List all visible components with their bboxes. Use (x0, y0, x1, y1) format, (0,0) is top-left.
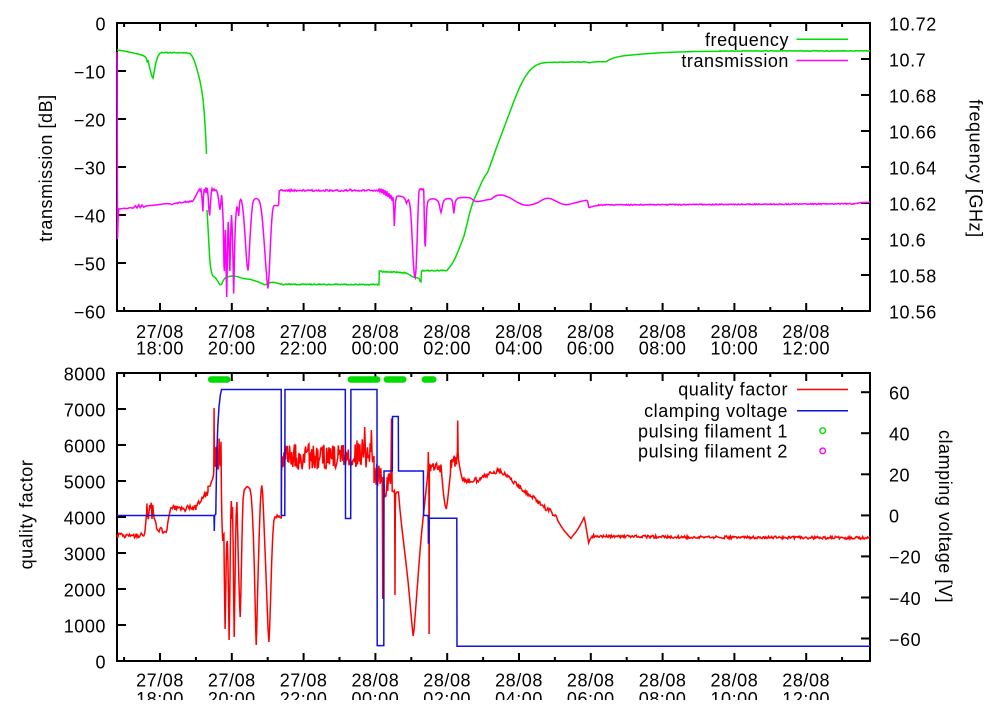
svg-text:0: 0 (95, 14, 106, 34)
svg-text:22:00: 22:00 (280, 689, 328, 700)
svg-text:28/08: 28/08 (495, 322, 543, 342)
svg-text:clamping voltage [V]: clamping voltage [V] (935, 430, 955, 603)
svg-text:0: 0 (95, 652, 106, 672)
svg-text:27/08: 27/08 (136, 322, 184, 342)
svg-text:27/08: 27/08 (136, 670, 184, 690)
svg-text:20: 20 (889, 466, 910, 486)
svg-text:3000: 3000 (64, 544, 106, 564)
svg-text:28/08: 28/08 (567, 322, 615, 342)
svg-text:−60: −60 (889, 630, 921, 650)
svg-text:quality factor: quality factor (678, 380, 788, 400)
svg-text:06:00: 06:00 (567, 339, 615, 359)
svg-text:4000: 4000 (64, 508, 106, 528)
svg-text:10:00: 10:00 (711, 689, 759, 700)
svg-text:06:00: 06:00 (567, 689, 615, 700)
svg-text:04:00: 04:00 (495, 689, 543, 700)
svg-text:28/08: 28/08 (782, 670, 830, 690)
svg-text:60: 60 (889, 384, 910, 404)
svg-text:10.62: 10.62 (889, 194, 937, 214)
svg-text:12:00: 12:00 (782, 339, 830, 359)
svg-text:−40: −40 (889, 589, 921, 609)
svg-text:28/08: 28/08 (639, 670, 687, 690)
svg-text:28/08: 28/08 (567, 670, 615, 690)
svg-text:28/08: 28/08 (423, 670, 471, 690)
svg-text:00:00: 00:00 (352, 689, 400, 700)
svg-text:7000: 7000 (64, 400, 106, 420)
svg-text:10.7: 10.7 (889, 50, 926, 70)
svg-text:40: 40 (889, 425, 910, 445)
svg-text:clamping voltage: clamping voltage (644, 401, 788, 421)
svg-text:20:00: 20:00 (208, 689, 256, 700)
svg-text:02:00: 02:00 (423, 339, 471, 359)
svg-text:08:00: 08:00 (639, 339, 687, 359)
svg-text:pulsing filament 1: pulsing filament 1 (638, 421, 788, 441)
svg-text:quality factor: quality factor (17, 460, 37, 570)
svg-text:10.64: 10.64 (889, 158, 937, 178)
svg-text:−30: −30 (74, 158, 106, 178)
svg-text:0: 0 (889, 507, 900, 527)
svg-text:20:00: 20:00 (208, 339, 256, 359)
svg-text:−20: −20 (889, 548, 921, 568)
svg-text:10:00: 10:00 (711, 339, 759, 359)
svg-text:5000: 5000 (64, 472, 106, 492)
svg-text:transmission: transmission (681, 51, 789, 71)
svg-text:frequency: frequency (705, 30, 789, 50)
svg-text:27/08: 27/08 (280, 670, 328, 690)
svg-text:28/08: 28/08 (352, 322, 400, 342)
svg-text:10.6: 10.6 (889, 230, 926, 250)
svg-text:−60: −60 (74, 302, 106, 322)
svg-text:28/08: 28/08 (711, 322, 759, 342)
svg-text:28/08: 28/08 (352, 670, 400, 690)
svg-text:1000: 1000 (64, 616, 106, 636)
svg-text:10.66: 10.66 (889, 122, 937, 142)
svg-text:8000: 8000 (64, 364, 106, 384)
svg-text:28/08: 28/08 (711, 670, 759, 690)
svg-text:18:00: 18:00 (136, 339, 184, 359)
svg-text:12:00: 12:00 (782, 689, 830, 700)
svg-text:2000: 2000 (64, 580, 106, 600)
svg-text:00:00: 00:00 (352, 339, 400, 359)
svg-text:pulsing filament 2: pulsing filament 2 (638, 442, 788, 462)
svg-text:10.68: 10.68 (889, 86, 937, 106)
svg-text:−10: −10 (74, 62, 106, 82)
svg-text:28/08: 28/08 (639, 322, 687, 342)
svg-text:08:00: 08:00 (639, 689, 687, 700)
svg-text:10.58: 10.58 (889, 266, 937, 286)
svg-text:27/08: 27/08 (280, 322, 328, 342)
svg-text:10.72: 10.72 (889, 14, 937, 34)
svg-text:28/08: 28/08 (782, 322, 830, 342)
svg-text:27/08: 27/08 (208, 670, 256, 690)
svg-text:frequency [GHz]: frequency [GHz] (966, 99, 986, 237)
svg-text:18:00: 18:00 (136, 689, 184, 700)
svg-text:10.56: 10.56 (889, 302, 937, 322)
svg-text:6000: 6000 (64, 436, 106, 456)
svg-text:22:00: 22:00 (280, 339, 328, 359)
svg-text:−50: −50 (74, 254, 106, 274)
svg-text:28/08: 28/08 (495, 670, 543, 690)
svg-text:−40: −40 (74, 206, 106, 226)
svg-text:04:00: 04:00 (495, 339, 543, 359)
svg-text:−20: −20 (74, 110, 106, 130)
svg-text:28/08: 28/08 (423, 322, 471, 342)
svg-text:27/08: 27/08 (208, 322, 256, 342)
svg-text:02:00: 02:00 (423, 689, 471, 700)
svg-text:transmission [dB]: transmission [dB] (36, 94, 56, 241)
